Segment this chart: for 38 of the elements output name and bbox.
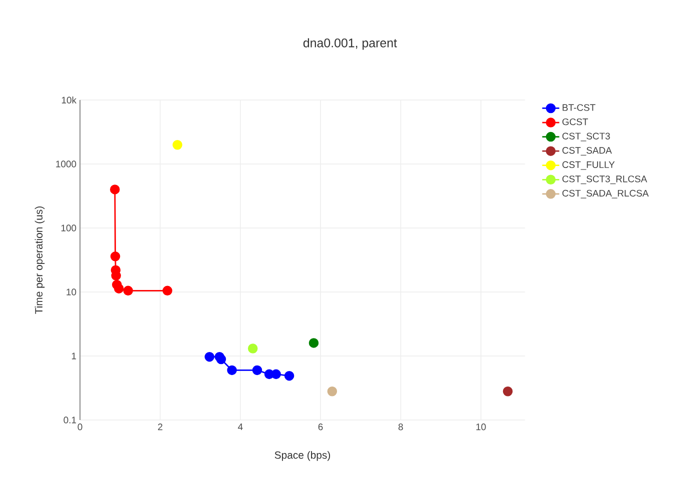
point — [110, 184, 120, 194]
point — [284, 370, 294, 381]
point — [248, 344, 258, 354]
x-tick-label: 8 — [398, 424, 403, 430]
x-tick-label: 0 — [78, 424, 82, 430]
point — [172, 140, 182, 150]
y-tick-label: 100 — [61, 224, 76, 232]
legend-label: GCST — [562, 118, 588, 126]
y-tick-label: 0.1 — [64, 416, 76, 424]
legend-label: CST_SADA — [562, 147, 612, 156]
x-tick-label: 2 — [158, 424, 162, 430]
legend-label: BT-CST — [562, 104, 596, 111]
point — [227, 365, 237, 376]
y-tick-label: 10 — [66, 288, 76, 296]
point — [216, 354, 226, 364]
y-tick-label: 1 — [72, 352, 76, 360]
x-tick-label: 10 — [476, 424, 486, 430]
x-tick-label: 4 — [238, 424, 243, 430]
point — [308, 338, 319, 348]
point — [271, 369, 281, 380]
point — [252, 365, 262, 376]
legend-label: CST_SADA_RLCSA — [562, 190, 649, 198]
point — [162, 286, 172, 296]
chart-title: dna0.001, parent — [303, 38, 397, 50]
point — [204, 352, 214, 362]
point — [327, 386, 338, 396]
legend-label: CST_SCT3_RLCSA — [562, 176, 648, 184]
point — [114, 284, 124, 294]
legend-label: CST_FULLY — [562, 161, 615, 170]
point — [123, 286, 133, 296]
x-tick-label: 6 — [318, 424, 323, 430]
y-tick-label: 10k — [62, 96, 76, 104]
point — [110, 252, 120, 262]
point — [502, 386, 513, 396]
y-tick-label: 1000 — [56, 160, 76, 168]
x-axis-title: Space (bps) — [274, 451, 330, 461]
y-axis-title: Time per operation (us) — [34, 206, 45, 314]
legend-label: CST_SCT3 — [562, 132, 610, 142]
